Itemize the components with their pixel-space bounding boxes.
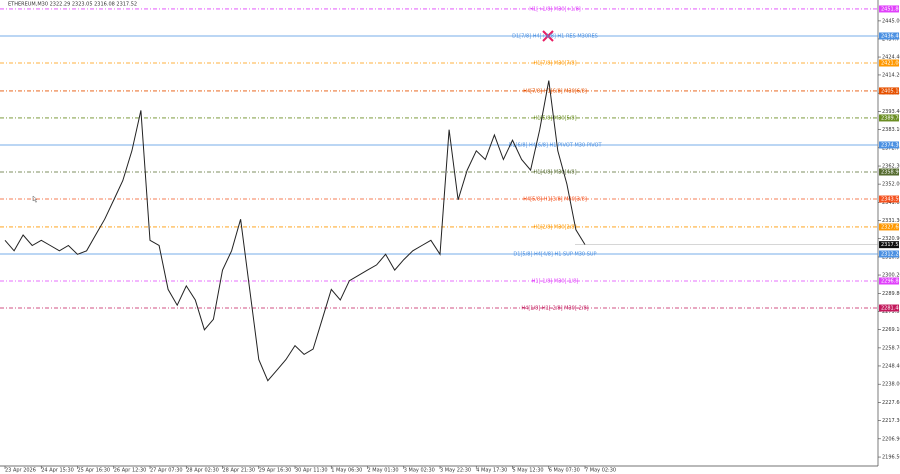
level-price-tag xyxy=(879,195,899,203)
y-tick-label: 2217.30 xyxy=(882,418,900,424)
y-tick-label: 2320.90 xyxy=(882,236,900,242)
level-price-label: 2436.40 xyxy=(881,33,900,39)
level-price-label: 2312.20 xyxy=(881,251,900,257)
x-tick-label: 4 May 17:30 xyxy=(476,468,507,474)
x-tick-label: 28 Apr 02:30 xyxy=(186,468,219,474)
y-tick-label: 2331.30 xyxy=(882,218,900,224)
level-label: D1[5/8] H4[4/8] H1 SUP M30 SUP xyxy=(513,251,596,257)
chart-title: ETHEREUM,M30 2322.29 2323.05 2316.08 231… xyxy=(8,2,137,8)
x-tick-label: 27 Apr 07:30 xyxy=(150,468,183,474)
y-tick-label: 2352.00 xyxy=(882,182,900,188)
level-label: H1[4/8] M30[4/8] xyxy=(533,170,576,176)
y-tick-label: 2414.20 xyxy=(882,72,900,78)
level-price-label: 2327.60 xyxy=(881,224,900,230)
x-tick-label: 30 Apr 11:30 xyxy=(295,468,328,474)
level-price-tag xyxy=(879,87,899,95)
x-tick-label: 2 May 01:30 xyxy=(368,468,399,474)
level-label: H4[1/8] H1[-2/8] M30[-2/8] xyxy=(521,306,588,312)
y-tick-label: 2393.40 xyxy=(882,109,900,115)
y-tick-label: 2248.40 xyxy=(882,363,900,369)
cursor xyxy=(32,195,38,203)
level-price-label: 2374.30 xyxy=(881,142,900,148)
x-tick-label: 3 May 02:30 xyxy=(404,468,435,474)
level-price-label: 2343.50 xyxy=(881,197,900,203)
y-tick-label: 2227.60 xyxy=(882,400,900,406)
y-tick-label: 2341.60 xyxy=(882,200,900,206)
level-price-label: 2296.80 xyxy=(881,279,900,285)
x-tick-label: 6 May 07:30 xyxy=(549,468,580,474)
x-tick-label: 28 Apr 21:30 xyxy=(223,468,256,474)
y-tick-label: 2258.70 xyxy=(882,345,900,351)
x-tick-label: 26 Apr 12:30 xyxy=(114,468,147,474)
y-tick-label: 2445.00 xyxy=(882,18,900,24)
level-label: D1[6/8] H4[6/8] H1 PIVOT M30 PIVOT xyxy=(508,142,602,148)
y-tick-label: 2269.10 xyxy=(882,327,900,333)
level-label: H1[+1/8] M30[+1/8] xyxy=(529,6,581,12)
x-tick-label: 23 Apr 2026 xyxy=(5,468,36,474)
x-tick-label: 5 May 12:30 xyxy=(513,468,544,474)
x-tick-label: 25 Apr 16:30 xyxy=(78,468,111,474)
y-tick-label: 2300.20 xyxy=(882,273,900,279)
level-label: H1[2/8] M30[2/8] xyxy=(533,224,576,230)
level-price-label: 2389.70 xyxy=(881,115,900,121)
level-price-tag xyxy=(879,32,899,40)
level-label: H4[5/8] H1[3/8] M30[3/8] xyxy=(523,197,587,203)
level-price-tag xyxy=(879,277,899,285)
level-price-label: 2451.80 xyxy=(881,6,900,12)
level-price-tag xyxy=(879,59,899,67)
level-price-label: 2358.90 xyxy=(881,170,900,176)
y-tick-label: 2196.50 xyxy=(882,455,900,461)
y-tick-label: 2424.40 xyxy=(882,55,900,61)
y-tick-label: 2289.80 xyxy=(882,291,900,297)
level-price-tag xyxy=(879,114,899,122)
level-price-tag xyxy=(879,168,899,176)
level-label: H1[-1/8] M30[-1/8] xyxy=(532,279,579,285)
current-price-tag xyxy=(879,241,899,249)
level-price-tag xyxy=(879,250,899,258)
x-tick-label: 3 May 22:30 xyxy=(440,468,471,474)
y-tick-label: 2238.00 xyxy=(882,382,900,388)
x-tick-label: 29 Apr 16:30 xyxy=(259,468,292,474)
level-label: H1[5/8] M30[5/8] xyxy=(533,115,576,121)
level-price-label: 2281.40 xyxy=(881,306,900,312)
level-label: H4[7/8] H1[6/8] M30[6/8] xyxy=(523,88,587,94)
x-tick-label: 24 Apr 15:30 xyxy=(41,468,74,474)
x-tick-label: 1 May 06:30 xyxy=(331,468,362,474)
level-label: H1[7/8] M30[7/8] xyxy=(533,61,576,67)
y-tick-label: 2206.90 xyxy=(882,436,900,442)
level-price-tag xyxy=(879,223,899,231)
level-price-tag xyxy=(879,141,899,149)
y-tick-label: 2383.10 xyxy=(882,127,900,133)
level-price-tag xyxy=(879,304,899,312)
level-price-label: 2405.10 xyxy=(881,88,900,94)
x-tick-label: 7 May 02:30 xyxy=(585,468,616,474)
level-price-label: 2421.00 xyxy=(881,61,900,67)
y-tick-label: 2279.50 xyxy=(882,309,900,315)
current-price-label: 2317.52 xyxy=(881,242,900,248)
price-line xyxy=(4,80,586,382)
level-price-tag xyxy=(879,5,899,13)
level-label: D1[7/8] H4[+1/8] H1 RES M30RES xyxy=(512,33,598,39)
y-tick-label: 2362.30 xyxy=(882,164,900,170)
